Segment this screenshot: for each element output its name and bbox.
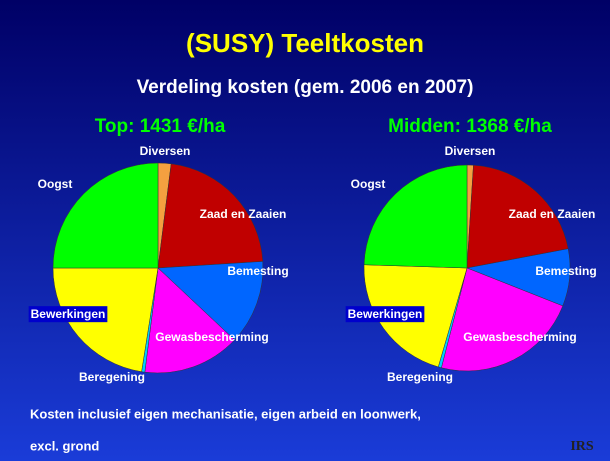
slice-label: Gewasbescherming — [155, 330, 268, 344]
slice-label: Beregening — [79, 370, 145, 384]
slice-label: Bewerkingen — [31, 307, 106, 321]
pie-slice — [144, 267, 235, 374]
slice-label: Beregening — [387, 370, 453, 384]
slice-label: Bemesting — [535, 264, 596, 278]
pie-slice — [157, 163, 264, 269]
footer-line: Kosten inclusief eigen mechanisatie, eig… — [30, 406, 421, 421]
slide-title: (SUSY) Teeltkosten — [186, 28, 424, 58]
slice-label: Bewerkingen — [348, 307, 423, 321]
slice-label: Zaad en Zaaien — [200, 207, 287, 221]
label-highlight — [28, 306, 108, 323]
pie-slice — [466, 164, 569, 269]
pie-slice — [52, 162, 159, 269]
slice-label: Oogst — [38, 177, 73, 191]
slice-label: Bemesting — [227, 264, 288, 278]
label-highlight — [345, 306, 425, 323]
pie-slice — [441, 267, 564, 372]
footer-line: excl. grond — [30, 438, 99, 453]
pie-title: Top: 1431 €/ha — [95, 116, 226, 137]
slice-label: Zaad en Zaaien — [509, 207, 596, 221]
slice-label: Gewasbescherming — [463, 330, 576, 344]
slice-label: Diversen — [445, 144, 496, 158]
slide-subtitle: Verdeling kosten (gem. 2006 en 2007) — [137, 77, 474, 98]
pie-title: Midden: 1368 €/ha — [388, 116, 552, 137]
pie-slice — [157, 261, 264, 341]
slice-label: Oogst — [351, 177, 386, 191]
pie-slice — [363, 164, 468, 269]
logo: IRS — [570, 439, 594, 454]
slice-label: Diversen — [140, 144, 191, 158]
